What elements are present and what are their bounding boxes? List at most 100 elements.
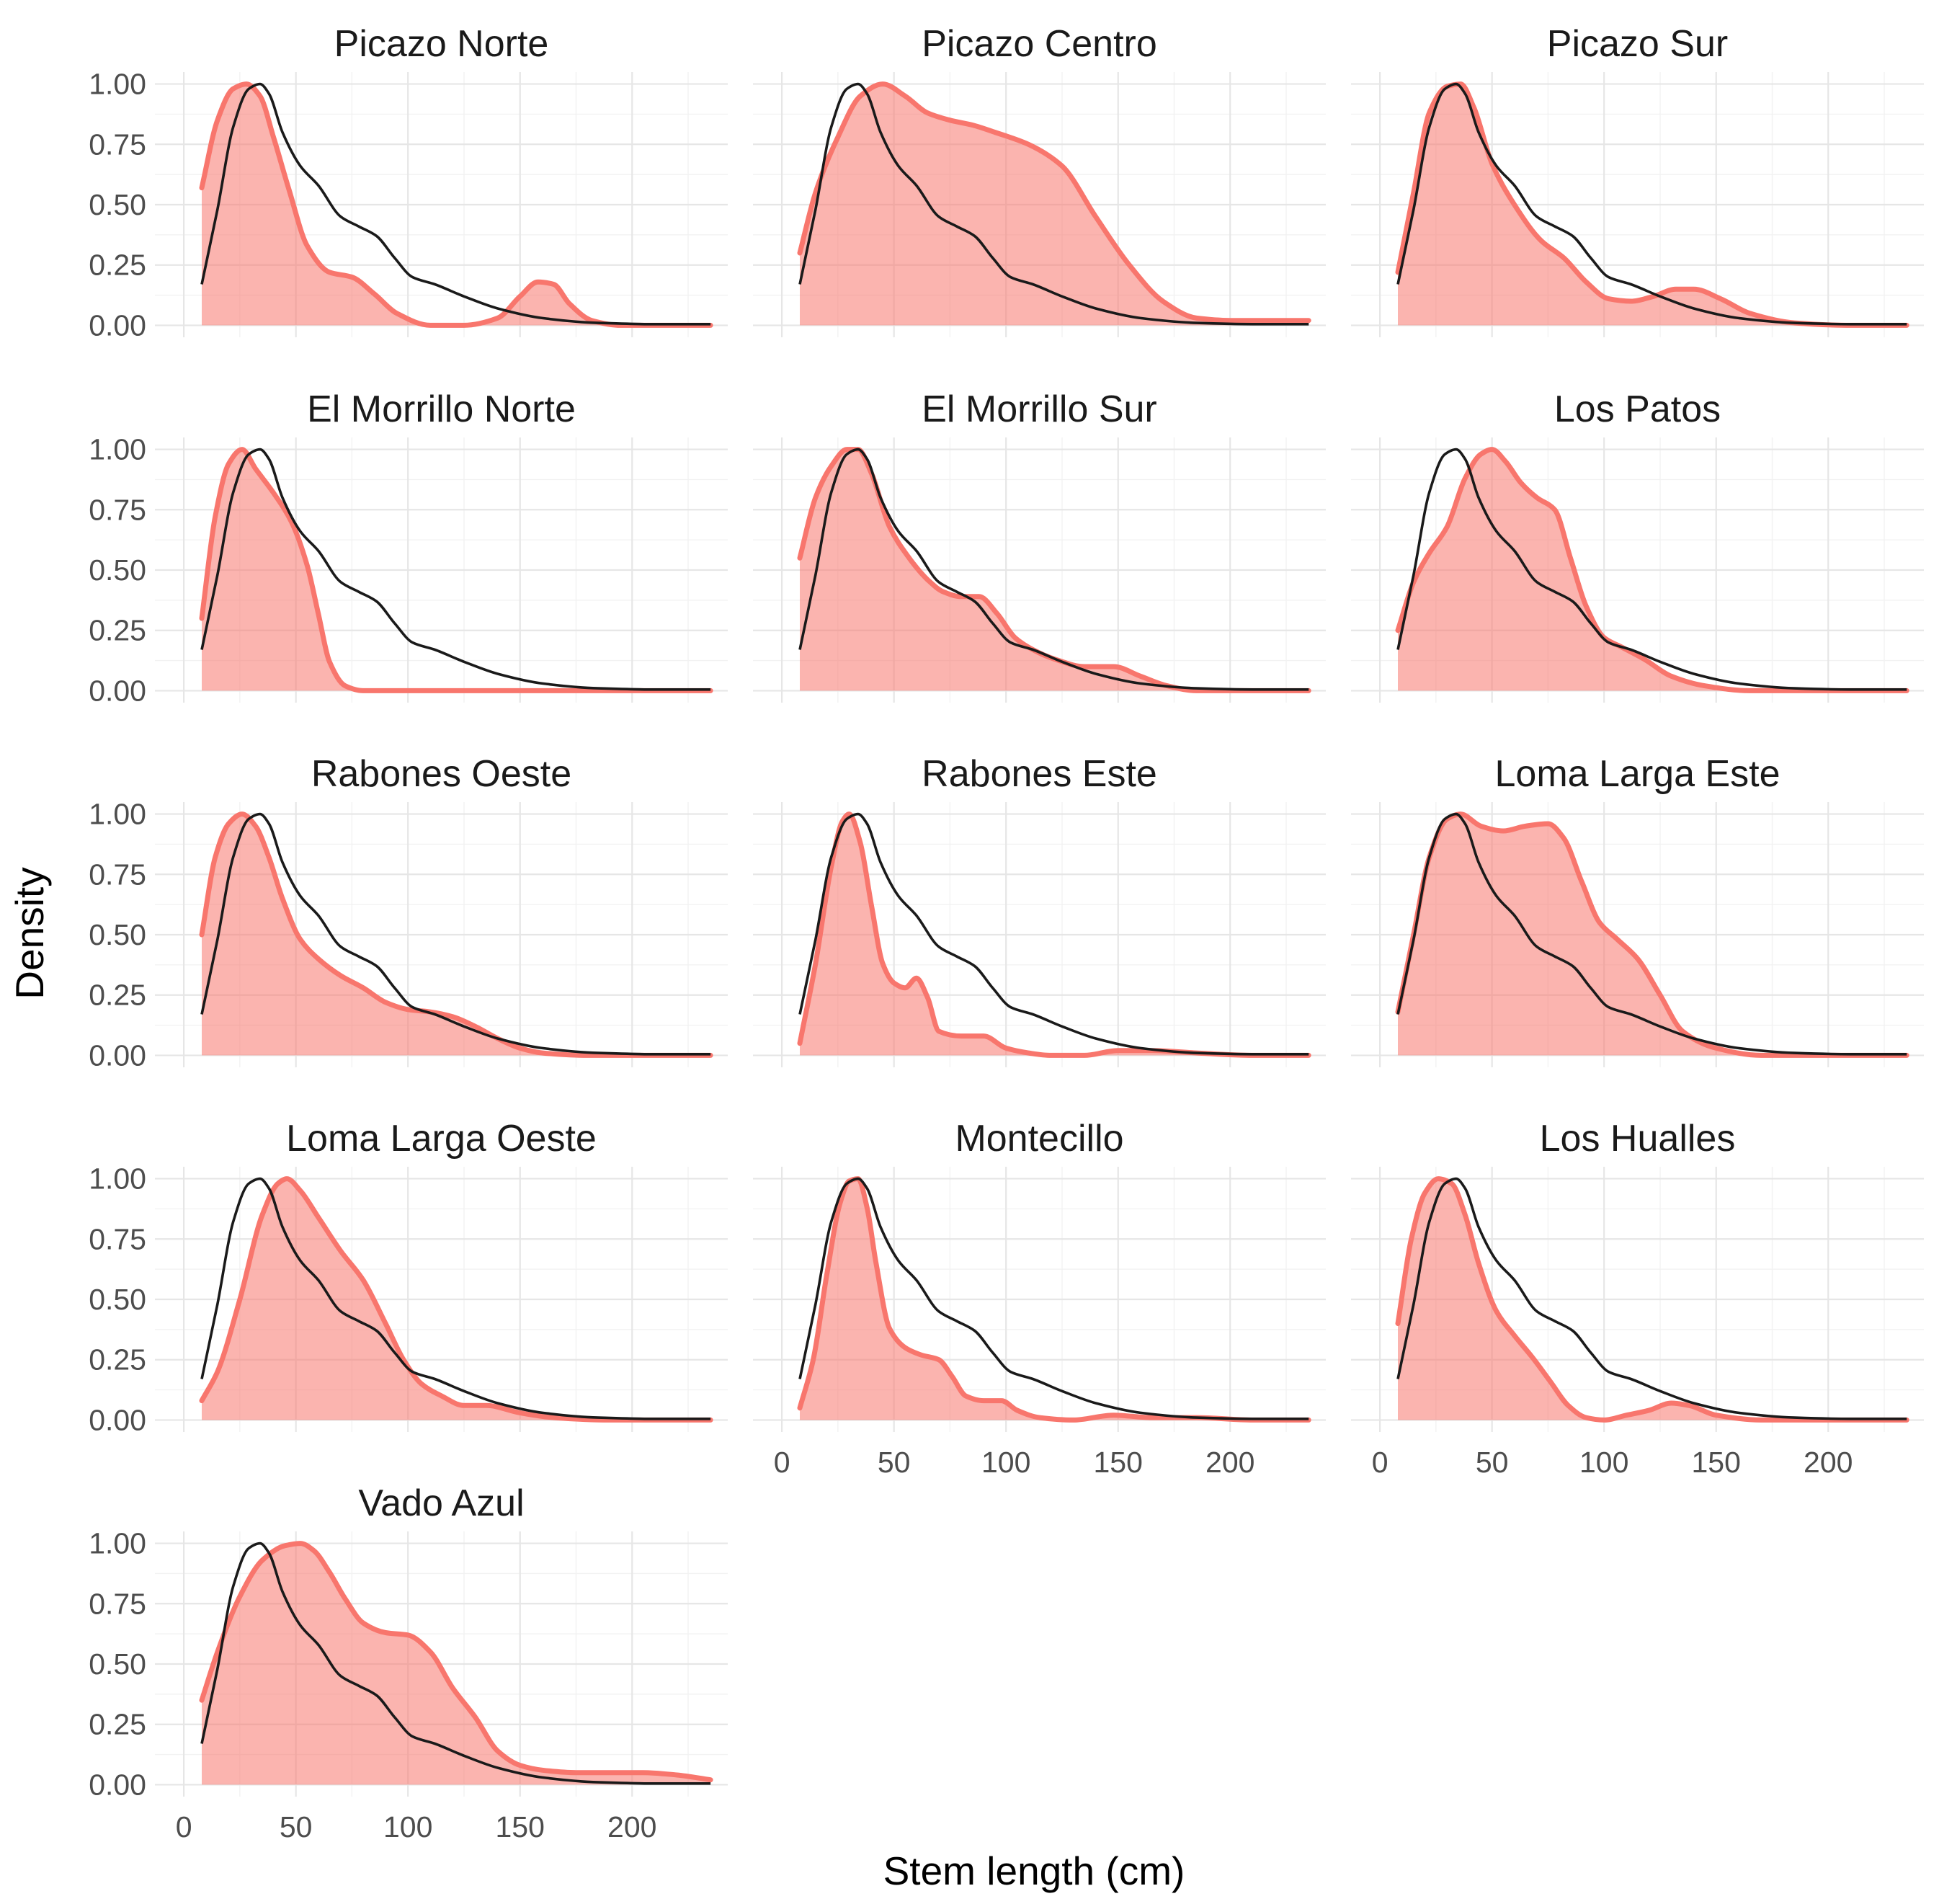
site-density-line-el-morrillo-norte — [199, 447, 713, 693]
y-tick-label: 1.00 — [89, 1162, 146, 1196]
x-tick-label: 200 — [607, 1810, 656, 1843]
reference-density-line — [1396, 448, 1907, 691]
facet-panels: Picazo Norte 0.00 0.25 0.50 0.75 1.00 Picazo C… — [89, 23, 1924, 1843]
site-density-area-loma-larga-este — [1398, 814, 1907, 1056]
panel-title-montecillo: Montecillo — [955, 1118, 1123, 1160]
x-tick-label: 50 — [1476, 1446, 1509, 1479]
y-tick-label: 0.00 — [89, 1768, 146, 1801]
x-tick-label: 150 — [1692, 1446, 1741, 1479]
panel-el-morrillo-sur: El Morrillo Sur — [753, 388, 1326, 703]
y-tick-label: 0.50 — [89, 188, 146, 221]
y-tick-label: 0.00 — [89, 308, 146, 342]
panel-title-picazo-centro: Picazo Centro — [922, 23, 1157, 65]
y-tick-label: 0.25 — [89, 1708, 146, 1741]
y-tick-label: 0.25 — [89, 249, 146, 282]
site-density-area-los-patos — [1398, 449, 1907, 691]
y-tick-label: 0.75 — [89, 858, 146, 891]
site-density-area-rabones-este — [800, 814, 1309, 1056]
panel-los-hualles: Los Hualles 0 50 100 150 200 — [1351, 1118, 1924, 1479]
site-density-line-rabones-este — [797, 811, 1311, 1058]
x-tick-label: 0 — [774, 1446, 790, 1479]
y-tick-label: 0.75 — [89, 493, 146, 526]
y-tick-label: 0.25 — [89, 1343, 146, 1376]
y-tick-label: 0.00 — [89, 674, 146, 707]
reference-density-line — [200, 82, 711, 326]
y-tick-label: 0.75 — [89, 1222, 146, 1255]
reference-density-line — [1396, 812, 1907, 1056]
panel-el-morrillo-norte: El Morrillo Norte 0.00 0.25 0.50 0.75 1.00 — [89, 388, 728, 707]
x-tick-label: 200 — [1804, 1446, 1853, 1479]
y-tick-label: 0.00 — [89, 1038, 146, 1072]
y-tick-label: 1.00 — [89, 798, 146, 831]
site-density-line-picazo-norte — [199, 81, 713, 328]
x-tick-label: 100 — [1579, 1446, 1628, 1479]
y-axis-title: Density — [7, 867, 52, 1000]
site-density-area-el-morrillo-sur — [800, 449, 1309, 691]
reference-density-line — [200, 448, 711, 691]
site-density-line-montecillo — [797, 1176, 1311, 1423]
x-tick-label: 100 — [383, 1810, 432, 1843]
panel-loma-larga-oeste: Loma Larga Oeste 0.00 0.25 0.50 0.75 1.00 — [89, 1118, 728, 1436]
panel-title-el-morrillo-sur: El Morrillo Sur — [922, 388, 1157, 430]
site-density-area-picazo-centro — [800, 84, 1309, 326]
panel-title-picazo-sur: Picazo Sur — [1547, 23, 1728, 65]
x-tick-label: 50 — [280, 1810, 313, 1843]
site-density-line-los-hualles — [1395, 1176, 1909, 1423]
panel-title-rabones-este: Rabones Este — [922, 753, 1157, 795]
y-tick-label: 0.00 — [89, 1403, 146, 1436]
x-axis-title: Stem length (cm) — [883, 1849, 1185, 1893]
y-tick-label: 0.50 — [89, 1283, 146, 1316]
y-tick-label: 1.00 — [89, 68, 146, 101]
reference-density-line — [798, 1177, 1309, 1420]
site-density-area-loma-larga-oeste — [202, 1178, 711, 1420]
y-tick-label: 0.75 — [89, 1587, 146, 1620]
reference-density-line — [798, 812, 1309, 1056]
x-tick-label: 0 — [176, 1810, 192, 1843]
x-tick-label: 0 — [1372, 1446, 1388, 1479]
panel-title-picazo-norte: Picazo Norte — [334, 23, 549, 65]
panel-picazo-sur: Picazo Sur — [1351, 23, 1924, 337]
panel-loma-larga-este: Loma Larga Este — [1351, 753, 1924, 1067]
reference-density-line — [798, 448, 1309, 691]
reference-density-line — [1396, 1177, 1907, 1420]
panel-title-rabones-oeste: Rabones Oeste — [311, 753, 571, 795]
x-tick-label: 100 — [981, 1446, 1030, 1479]
y-tick-label: 0.25 — [89, 979, 146, 1012]
panel-picazo-centro: Picazo Centro — [753, 23, 1326, 337]
panel-title-loma-larga-oeste: Loma Larga Oeste — [286, 1118, 597, 1160]
y-tick-label: 0.50 — [89, 918, 146, 951]
site-density-area-picazo-sur — [1398, 84, 1907, 326]
site-density-line-loma-larga-este — [1395, 811, 1909, 1058]
panel-rabones-oeste: Rabones Oeste 0.00 0.25 0.50 0.75 1.00 — [89, 753, 728, 1072]
y-tick-label: 1.00 — [89, 433, 146, 466]
site-density-line-vado-azul — [199, 1541, 713, 1783]
panel-picazo-norte: Picazo Norte 0.00 0.25 0.50 0.75 1.00 — [89, 23, 728, 342]
x-tick-label: 200 — [1205, 1446, 1254, 1479]
panel-vado-azul: Vado Azul 0.00 0.25 0.50 0.75 1.00 0 50 100 150 20… — [89, 1482, 728, 1843]
site-density-area-rabones-oeste — [202, 814, 711, 1056]
reference-density-line — [200, 1177, 711, 1420]
reference-density-line — [1396, 82, 1907, 326]
reference-density-line — [200, 812, 711, 1056]
reference-density-line — [798, 82, 1309, 326]
site-density-area-el-morrillo-norte — [202, 449, 711, 691]
y-tick-label: 0.50 — [89, 553, 146, 587]
panel-rabones-este: Rabones Este — [753, 753, 1326, 1067]
site-density-area-montecillo — [800, 1178, 1309, 1420]
panel-title-el-morrillo-norte: El Morrillo Norte — [307, 388, 576, 430]
panel-los-patos: Los Patos — [1351, 388, 1924, 703]
panel-montecillo: Montecillo 0 50 100 150 200 — [753, 1118, 1326, 1479]
site-density-area-los-hualles — [1398, 1178, 1907, 1420]
site-density-line-los-patos — [1395, 447, 1909, 693]
x-tick-label: 150 — [1094, 1446, 1143, 1479]
site-density-line-loma-larga-oeste — [199, 1176, 713, 1423]
panel-title-los-hualles: Los Hualles — [1540, 1118, 1736, 1160]
x-tick-label: 150 — [496, 1810, 545, 1843]
site-density-area-picazo-norte — [202, 84, 711, 326]
y-tick-label: 0.75 — [89, 128, 146, 161]
x-tick-label: 50 — [878, 1446, 911, 1479]
site-density-line-rabones-oeste — [199, 811, 713, 1058]
y-tick-label: 0.25 — [89, 614, 146, 647]
panel-title-vado-azul: Vado Azul — [358, 1482, 524, 1524]
